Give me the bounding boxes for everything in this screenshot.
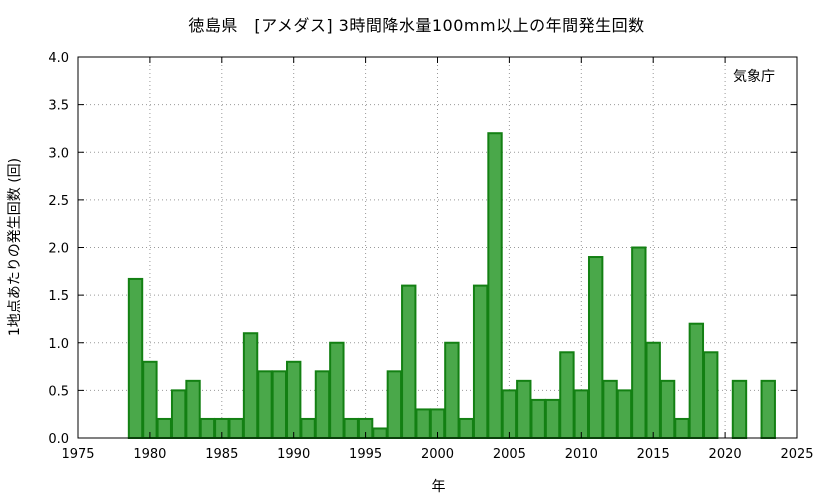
bar <box>688 322 705 440</box>
bar <box>343 417 359 440</box>
bar <box>616 389 633 439</box>
bar <box>415 408 431 439</box>
bar <box>156 417 172 440</box>
y-tick-label: 2.0 <box>48 242 69 257</box>
x-tick-label: 1995 <box>349 447 382 462</box>
y-tick-label: 1.5 <box>48 289 69 304</box>
y-tick-label: 4.0 <box>48 51 69 66</box>
bar <box>731 379 748 440</box>
bar <box>286 360 302 439</box>
y-tick-label: 0.0 <box>48 432 69 447</box>
bar <box>300 417 316 440</box>
bar <box>703 351 719 439</box>
bar <box>674 417 690 440</box>
x-axis-label: 年 <box>431 479 446 495</box>
bar <box>170 389 187 439</box>
y-tick-label: 0.5 <box>48 384 69 399</box>
bar <box>401 284 417 439</box>
y-tick-label: 1.0 <box>48 337 69 352</box>
bar <box>544 398 561 439</box>
bar <box>559 351 575 439</box>
bar <box>386 370 403 440</box>
x-tick-label: 1985 <box>205 447 238 462</box>
bar <box>573 389 589 439</box>
x-tick-label: 2025 <box>780 447 813 462</box>
bar <box>257 370 273 440</box>
y-tick-label: 3.0 <box>48 146 69 161</box>
source-label: 気象庁 <box>733 69 775 85</box>
bar <box>228 417 244 440</box>
bar <box>587 256 604 439</box>
x-tick-label: 2000 <box>421 447 454 462</box>
bar <box>199 417 216 440</box>
x-tick-label: 2005 <box>493 447 526 462</box>
x-tick-label: 1980 <box>133 447 166 462</box>
bar <box>242 332 259 440</box>
chart-title: 徳島県 [アメダス] 3時間降水量100mm以上の年間発生回数 <box>188 16 645 35</box>
bar <box>185 379 201 440</box>
axis-ticks: 0.0 0.5 1.0 1.5 2.0 2.5 3.0 3.5 4.0 1975 1980 1985 1… <box>48 51 813 462</box>
bar <box>631 246 647 439</box>
bar <box>314 370 331 440</box>
bar <box>458 417 474 440</box>
bar <box>271 370 288 440</box>
bar <box>142 360 158 439</box>
bar <box>530 398 546 439</box>
bar <box>645 341 661 439</box>
y-tick-label: 3.5 <box>48 99 69 114</box>
bar <box>501 389 518 439</box>
bar <box>516 379 532 440</box>
bar <box>372 427 388 440</box>
y-tick-label: 2.5 <box>48 194 69 209</box>
x-tick-label: 2010 <box>565 447 598 462</box>
bar <box>444 341 460 439</box>
x-tick-label: 1975 <box>61 447 94 462</box>
bar <box>487 132 503 439</box>
x-tick-label: 1990 <box>277 447 310 462</box>
bars <box>127 132 776 440</box>
x-tick-label: 2015 <box>637 447 670 462</box>
x-tick-label: 2020 <box>709 447 742 462</box>
bar <box>329 341 345 439</box>
bar <box>127 277 144 439</box>
bar <box>602 379 618 440</box>
bar <box>659 379 676 440</box>
bar <box>760 379 776 440</box>
bar <box>472 284 489 439</box>
